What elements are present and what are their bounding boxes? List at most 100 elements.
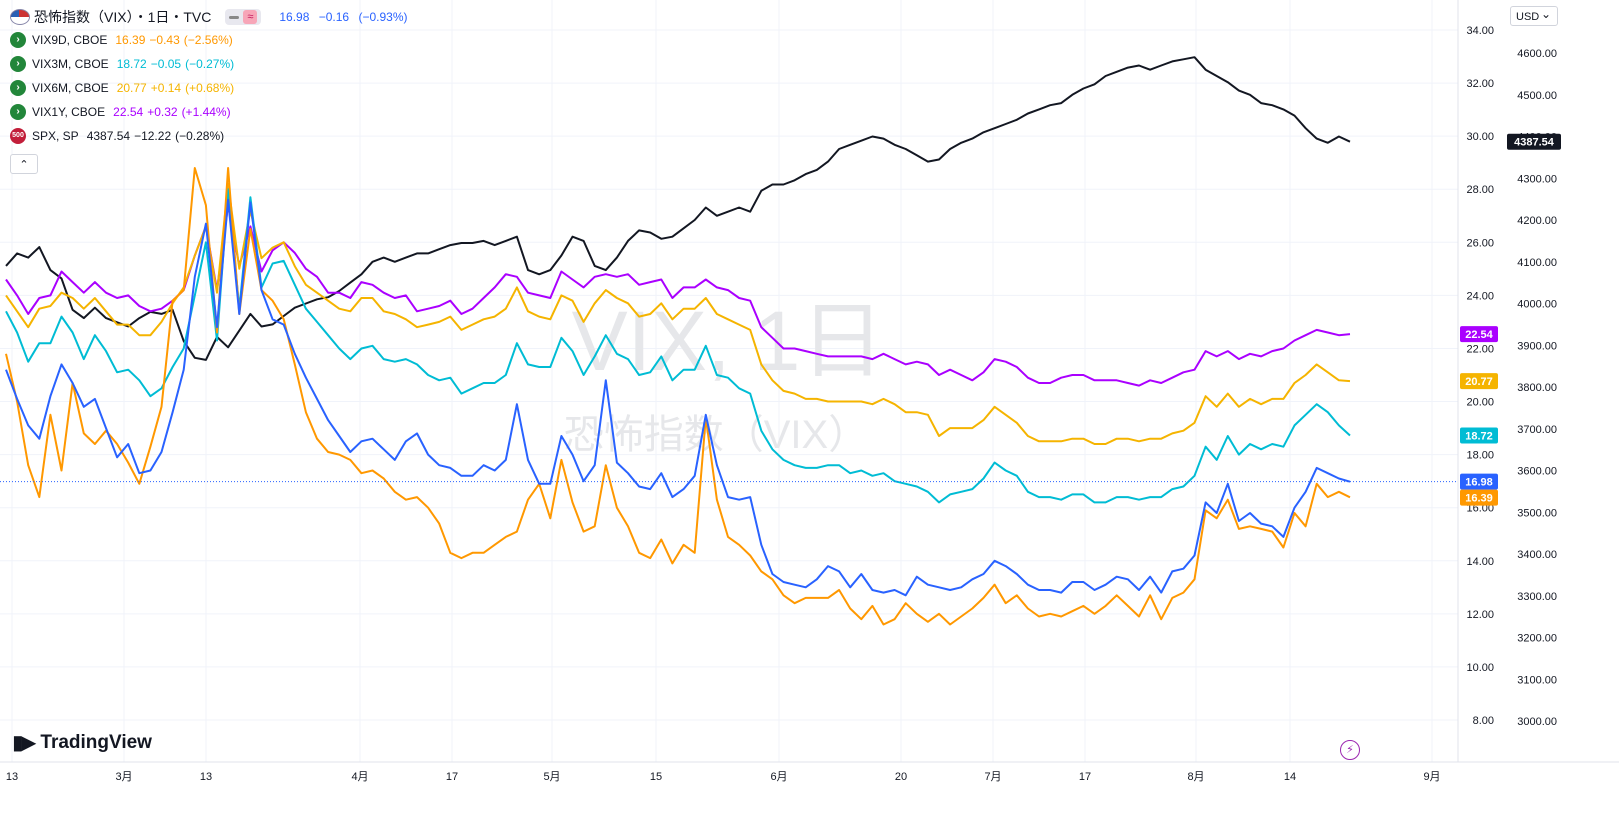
right-axis-tick: 3000.00 bbox=[1517, 716, 1557, 728]
left-axis-tick: 26.00 bbox=[1466, 237, 1494, 249]
right-axis-tick: 3500.00 bbox=[1517, 507, 1557, 519]
left-axis-tick: 30.00 bbox=[1466, 131, 1494, 143]
right-axis-tick: 3300.00 bbox=[1517, 591, 1557, 603]
visibility-toggle[interactable]: ≈ bbox=[225, 9, 262, 25]
legend-symbol-values: 4387.54 −12.22 (−0.28%) bbox=[87, 129, 228, 143]
x-axis-tick: 17 bbox=[1079, 771, 1091, 783]
arrow-right-icon: › bbox=[10, 56, 26, 72]
left-axis-tick: 16.00 bbox=[1466, 503, 1494, 515]
legend-symbol-values: 20.77 +0.14 (+0.68%) bbox=[117, 81, 238, 95]
currency-select[interactable]: USD bbox=[1510, 4, 1558, 26]
legend-row[interactable]: › VIX3M, CBOE 18.72 −0.05 (−0.27%) bbox=[10, 52, 413, 76]
arrow-right-icon: › bbox=[10, 32, 26, 48]
legend-main-row[interactable]: 恐怖指数（VIX）・1日・TVC ≈ 16.98 −0.16 (−0.93%) bbox=[10, 6, 413, 28]
legend-value: 16.39 bbox=[115, 33, 146, 47]
last-value-badge-text: 20.77 bbox=[1465, 376, 1493, 388]
last-value-badge-text: 16.98 bbox=[1465, 477, 1493, 489]
legend-symbol-values: 16.39 −0.43 (−2.56%) bbox=[115, 33, 236, 47]
main-symbol-title: 恐怖指数（VIX）・1日・TVC bbox=[34, 9, 212, 25]
last-value-badge bbox=[1460, 326, 1498, 343]
last-value-badge bbox=[1460, 489, 1498, 506]
right-axis-tick: 3100.00 bbox=[1517, 674, 1557, 686]
watermark-title: VIX, 1日 bbox=[572, 294, 885, 388]
legend-value: (+1.44%) bbox=[181, 105, 231, 119]
tradingview-logo[interactable]: ▮▶ TradingView bbox=[12, 730, 152, 755]
legend-value: 20.77 bbox=[116, 81, 147, 95]
main-change: −0.16 bbox=[318, 10, 350, 24]
right-axis-tick: 4200.00 bbox=[1517, 215, 1557, 227]
main-values: 16.98 −0.16 (−0.93%) bbox=[279, 10, 413, 24]
arrow-right-icon: › bbox=[10, 80, 26, 96]
left-axis-tick: 8.00 bbox=[1473, 715, 1494, 727]
left-axis-tick: 20.00 bbox=[1466, 397, 1494, 409]
legend-symbol-name: VIX9D, CBOE bbox=[32, 33, 108, 47]
right-axis-tick: 3400.00 bbox=[1517, 549, 1557, 561]
x-axis-tick: 20 bbox=[895, 771, 907, 783]
legend-symbols: › VIX9D, CBOE 16.39 −0.43 (−2.56%) › VIX3M, CB… bbox=[10, 28, 413, 148]
spx-icon: 500 bbox=[10, 128, 26, 144]
left-axis-tick: 12.00 bbox=[1466, 609, 1494, 621]
series-line bbox=[5, 167, 1351, 626]
spx-last-badge bbox=[1507, 133, 1561, 150]
series-line bbox=[5, 56, 1351, 361]
legend-row[interactable]: › VIX9D, CBOE 16.39 −0.43 (−2.56%) bbox=[10, 28, 413, 52]
legend-value: 18.72 bbox=[116, 57, 147, 71]
legend-value: +0.14 bbox=[150, 81, 182, 95]
us-flag-icon bbox=[10, 9, 30, 25]
x-axis-tick: 3月 bbox=[115, 771, 132, 783]
left-axis-tick: 22.00 bbox=[1466, 343, 1494, 355]
legend-value: −0.05 bbox=[150, 57, 182, 71]
legend-symbol-values: 18.72 −0.05 (−0.27%) bbox=[117, 57, 238, 71]
right-axis-tick: 4000.00 bbox=[1517, 299, 1557, 311]
legend-value: (−0.28%) bbox=[175, 129, 225, 143]
legend-symbol-name: VIX6M, CBOE bbox=[32, 81, 109, 95]
right-axis-tick: 3200.00 bbox=[1517, 633, 1557, 645]
legend-value: 4387.54 bbox=[86, 129, 131, 143]
x-axis-tick: 8月 bbox=[1187, 771, 1204, 783]
x-axis-tick: 9月 bbox=[1423, 771, 1440, 783]
series-line bbox=[5, 198, 1351, 597]
main-change-pct: (−0.93%) bbox=[358, 10, 408, 24]
legend-value: 22.54 bbox=[113, 105, 144, 119]
legend-value: −0.43 bbox=[149, 33, 180, 47]
x-axis-tick: 15 bbox=[650, 771, 662, 783]
legend-value: (−2.56%) bbox=[183, 33, 233, 47]
legend-row[interactable]: 500 SPX, SP 4387.54 −12.22 (−0.28%) bbox=[10, 124, 413, 148]
right-axis-tick: 3700.00 bbox=[1517, 424, 1557, 436]
right-axis-tick: 3600.00 bbox=[1517, 466, 1557, 478]
legend-value: +0.32 bbox=[147, 105, 178, 119]
left-axis-tick: 28.00 bbox=[1466, 184, 1494, 196]
legend-row[interactable]: › VIX6M, CBOE 20.77 +0.14 (+0.68%) bbox=[10, 76, 413, 100]
legend-row[interactable]: › VIX1Y, CBOE 22.54 +0.32 (+1.44%) bbox=[10, 100, 413, 124]
x-axis-tick: 5月 bbox=[543, 771, 560, 783]
x-axis-tick: 4月 bbox=[351, 771, 368, 783]
x-axis-tick: 13 bbox=[6, 771, 18, 783]
x-axis-tick: 17 bbox=[446, 771, 458, 783]
wave-icon[interactable]: ≈ bbox=[243, 10, 258, 24]
hide-icon[interactable] bbox=[229, 15, 240, 19]
legend-value: (+0.68%) bbox=[185, 81, 235, 95]
right-axis-tick: 4600.00 bbox=[1517, 48, 1557, 60]
watermark-subtitle: 恐怖指数（VIX） bbox=[564, 413, 868, 457]
legend-symbol-name: VIX1Y, CBOE bbox=[32, 105, 106, 119]
logo-text: TradingView bbox=[40, 731, 152, 753]
left-axis-tick: 10.00 bbox=[1466, 662, 1494, 674]
collapse-legend-button[interactable]: ⌃ bbox=[10, 154, 38, 174]
right-axis-tick: 4500.00 bbox=[1517, 90, 1557, 102]
left-axis-tick: 14.00 bbox=[1466, 556, 1494, 568]
right-axis-tick: 4100.00 bbox=[1517, 257, 1557, 269]
main-last: 16.98 bbox=[279, 10, 310, 24]
left-axis-tick: 34.00 bbox=[1466, 25, 1494, 37]
x-axis-tick: 13 bbox=[200, 771, 212, 783]
left-axis-tick: 24.00 bbox=[1466, 290, 1494, 302]
last-value-badge bbox=[1460, 427, 1498, 444]
lightning-icon[interactable]: ⚡ bbox=[1340, 740, 1360, 760]
legend-value: (−0.27%) bbox=[185, 57, 235, 71]
chevron-up-icon: ⌃ bbox=[19, 158, 29, 171]
left-axis-tick: 18.00 bbox=[1466, 450, 1494, 462]
spx-last-badge-text: 4387.54 bbox=[1514, 137, 1555, 149]
right-axis-tick: 4300.00 bbox=[1517, 173, 1557, 185]
x-axis-tick: 6月 bbox=[770, 771, 787, 783]
last-value-badge-text: 18.72 bbox=[1465, 431, 1493, 443]
